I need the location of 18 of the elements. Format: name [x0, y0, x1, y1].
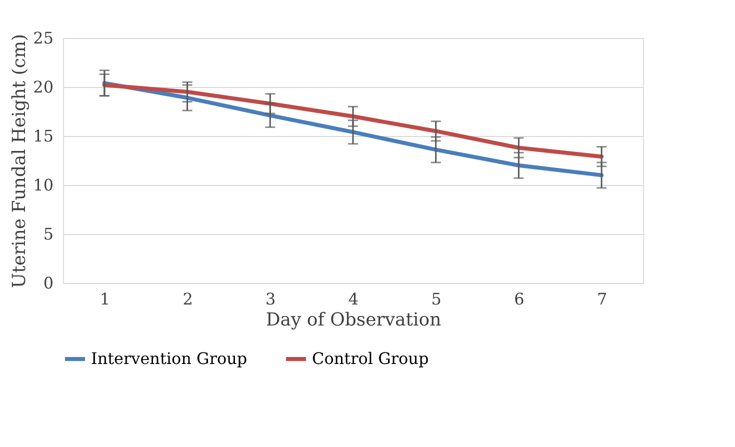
y-tick-label: 0	[43, 274, 54, 292]
y-axis-title: Uterine Fundal Height (cm)	[9, 34, 30, 288]
x-tick-label: 1	[100, 290, 110, 308]
x-tick-label: 7	[596, 290, 608, 308]
y-tick-label: 10	[33, 176, 54, 194]
line-series	[102, 83, 604, 159]
x-tick-label: 5	[431, 290, 442, 308]
x-tick-label: 3	[266, 290, 276, 308]
y-tick-label: 5	[43, 224, 54, 244]
x-tick-label: 2	[182, 290, 193, 308]
legend-label: Intervention Group	[91, 349, 248, 368]
x-tick-label: 6	[514, 290, 524, 308]
y-tick-label: 25	[33, 28, 54, 48]
legend-label: Control Group	[312, 349, 429, 368]
y-tick-label: 15	[33, 126, 54, 146]
x-axis-title: Day of Observation	[266, 310, 442, 330]
x-tick-label: 4	[348, 290, 359, 308]
y-tick-label: 20	[33, 78, 54, 96]
